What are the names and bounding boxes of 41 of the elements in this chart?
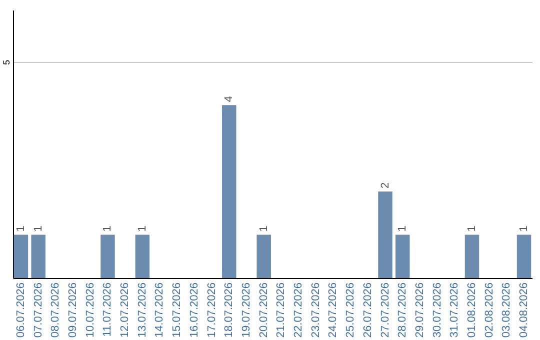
x-tick-label: 29.07.2026 (414, 282, 426, 338)
x-tick-label: 08.07.2026 (50, 282, 62, 338)
x-tick-label: 31.07.2026 (448, 282, 461, 338)
x-tick-label: 14.07.2026 (154, 282, 166, 338)
x-tick-label: 21.07.2026 (275, 282, 288, 338)
x-tick-label: 13.07.2026 (136, 282, 148, 338)
x-tick-label: 07.07.2026 (32, 282, 44, 338)
x-tick-label: 04.08.2026 (518, 282, 530, 338)
data-label: 1 (32, 226, 44, 232)
y-tick-label: 5 (2, 60, 12, 65)
data-label: 1 (518, 226, 530, 232)
x-tick-label: 27.07.2026 (379, 282, 392, 338)
x-tick-label: 17.07.2026 (206, 282, 218, 338)
data-label: 1 (14, 226, 27, 232)
x-tick-label: 02.08.2026 (483, 282, 496, 338)
x-tick-label: 01.08.2026 (466, 282, 478, 338)
x-tick-label: 26.07.2026 (362, 282, 374, 338)
x-tick-label: 03.08.2026 (500, 282, 513, 338)
x-tick-label: 18.07.2026 (223, 282, 236, 338)
data-label: 2 (379, 182, 392, 189)
x-tick-label: 30.07.2026 (431, 282, 444, 338)
x-tick-label: 11.07.2026 (102, 282, 114, 337)
x-tick-label: 06.07.2026 (14, 282, 27, 338)
x-tick-label: 15.07.2026 (171, 282, 184, 338)
x-tick-label: 20.07.2026 (258, 282, 270, 338)
x-tick-label: 19.07.2026 (240, 282, 252, 338)
x-tick-label: 25.07.2026 (344, 282, 357, 338)
data-label: 1 (136, 226, 148, 232)
x-tick-label: 28.07.2026 (396, 282, 409, 338)
x-tick-label: 23.07.2026 (310, 282, 322, 338)
data-label: 1 (466, 226, 478, 232)
data-label: 1 (102, 226, 114, 232)
x-tick-label: 16.07.2026 (188, 282, 200, 338)
x-tick-label: 12.07.2026 (119, 282, 132, 338)
x-tick-label: 10.07.2026 (84, 282, 96, 338)
data-label: 1 (258, 226, 270, 232)
x-tick-label: 09.07.2026 (67, 282, 80, 338)
x-tick-label: 22.07.2026 (292, 282, 305, 338)
data-label: 4 (223, 96, 236, 102)
x-tick-label: 24.07.2026 (327, 282, 340, 338)
data-label: 1 (396, 226, 409, 232)
